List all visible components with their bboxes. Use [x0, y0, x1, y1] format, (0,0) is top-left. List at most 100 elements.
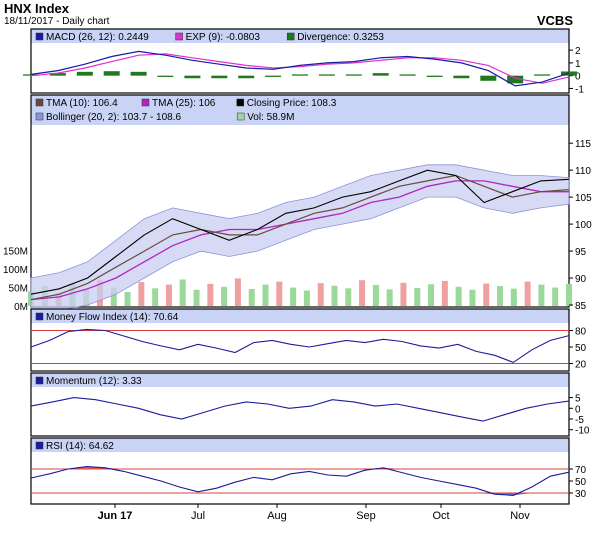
legend-swatch-div [286, 32, 295, 41]
divergence-bar [76, 71, 93, 76]
divergence-bar [426, 75, 443, 77]
y-tick-label-rsi: 50 [575, 477, 587, 488]
volume-bar [414, 287, 421, 306]
legend-label-macd: MACD (26, 12): 0.2449 [46, 32, 149, 43]
y-tick-label-price: 85 [575, 301, 587, 312]
volume-bar [359, 280, 366, 306]
volume-bar [276, 281, 283, 306]
x-axis-label: Sep [356, 510, 376, 522]
volume-bar [510, 288, 517, 306]
volume-tick-label: 150M [3, 247, 28, 258]
x-axis-label: Aug [267, 510, 287, 522]
legend-label-exp: EXP (9): -0.0803 [186, 32, 261, 43]
momentum-line [30, 397, 570, 422]
volume-bar [428, 284, 435, 306]
volume-bar [538, 284, 545, 306]
y-tick-label-price: 90 [575, 274, 587, 285]
divergence-bar [480, 75, 497, 81]
volume-bar [248, 289, 255, 306]
volume-bar [345, 288, 352, 306]
volume-bar [234, 278, 241, 306]
divergence-bar [238, 75, 255, 79]
x-axis-label: Jul [191, 510, 205, 522]
panel-header-price [31, 95, 569, 125]
panel-frame-mfi [30, 308, 570, 372]
volume-bar [207, 283, 214, 306]
y-tick-label-rsi: 30 [575, 489, 587, 500]
legend-swatch-tma25 [141, 98, 150, 107]
volume-bar [331, 285, 338, 306]
panel-frame-rsi [30, 437, 570, 505]
y-tick-label-macd: 2 [575, 46, 581, 57]
y-tick-label-price: 105 [575, 193, 592, 204]
volume-bar [566, 283, 572, 306]
y-tick-label-price: 115 [575, 139, 591, 150]
volume-bar [483, 283, 490, 306]
y-tick-label-momentum: 0 [575, 404, 581, 415]
y-tick-label-price: 95 [575, 247, 587, 258]
panel-header-momentum [31, 373, 569, 387]
bollinger-band [30, 164, 570, 311]
volume-bar [303, 290, 310, 306]
chart-title: HNX Index [4, 1, 70, 16]
volume-bar [179, 279, 186, 306]
legend-swatch-rsi [35, 441, 44, 450]
divergence-bar [345, 74, 362, 76]
volume-bar [552, 287, 559, 306]
volume-bar [400, 282, 407, 306]
volume-bar [262, 284, 269, 306]
tma10-line [30, 174, 570, 301]
y-tick-label-rsi: 70 [575, 465, 587, 476]
volume-bar [386, 289, 393, 306]
divergence-bar [184, 75, 201, 79]
volume-bar [524, 281, 531, 306]
y-tick-label-price: 100 [575, 220, 592, 231]
legend-swatch-exp [175, 32, 183, 41]
divergence-bar [399, 74, 416, 76]
volume-tick-label: 100M [3, 265, 28, 276]
divergence-bar [453, 75, 470, 79]
legend-label-div: Divergence: 0.3253 [297, 32, 384, 43]
legend-swatch-boll [35, 112, 44, 121]
divergence-bar [130, 71, 147, 76]
macd-line [30, 50, 570, 87]
divergence-bar [292, 74, 308, 76]
panel-header-macd [31, 29, 569, 43]
volume-bar [165, 284, 172, 306]
chart-subtitle: 18/11/2017 - Daily chart [4, 16, 110, 27]
brand-label: VCBS [536, 13, 573, 28]
y-tick-label-macd: -1 [575, 84, 584, 95]
legend-swatch-tma10 [35, 98, 44, 107]
volume-bar [441, 280, 448, 306]
legend-label-rsi: RSI (14): 64.62 [46, 441, 114, 452]
volume-bar [469, 289, 476, 306]
volume-bar [110, 287, 117, 306]
volume-bar [152, 288, 159, 306]
exp-line [30, 53, 570, 84]
volume-bar [193, 289, 200, 306]
mfi-line [30, 328, 570, 364]
volume-tick-label: 0M [14, 302, 28, 313]
divergence-bar [507, 75, 524, 84]
legend-swatch-close [236, 98, 245, 107]
volume-bar [497, 286, 504, 306]
volume-bar [124, 291, 131, 306]
divergence-bar [211, 75, 228, 79]
closing-price-line [30, 169, 570, 295]
x-axis-label: Nov [510, 510, 530, 522]
divergence-bar [534, 74, 551, 76]
volume-tick-label: 50M [9, 284, 28, 295]
legend-swatch-macd [35, 32, 44, 41]
panel-frame-momentum [30, 372, 570, 437]
divergence-bar [318, 74, 335, 76]
legend-label-close: Closing Price: 108.3 [247, 98, 337, 109]
y-tick-label-momentum: -10 [575, 426, 590, 437]
y-tick-label-mfi: 20 [575, 360, 587, 371]
y-tick-label-price: 110 [575, 166, 591, 177]
divergence-bar [372, 73, 389, 76]
divergence-bar [157, 75, 174, 77]
legend-label-mfi: Money Flow Index (14): 70.64 [46, 312, 179, 323]
y-tick-label-mfi: 80 [575, 327, 587, 338]
tma25-line [30, 180, 569, 301]
volume-bar [372, 284, 379, 306]
